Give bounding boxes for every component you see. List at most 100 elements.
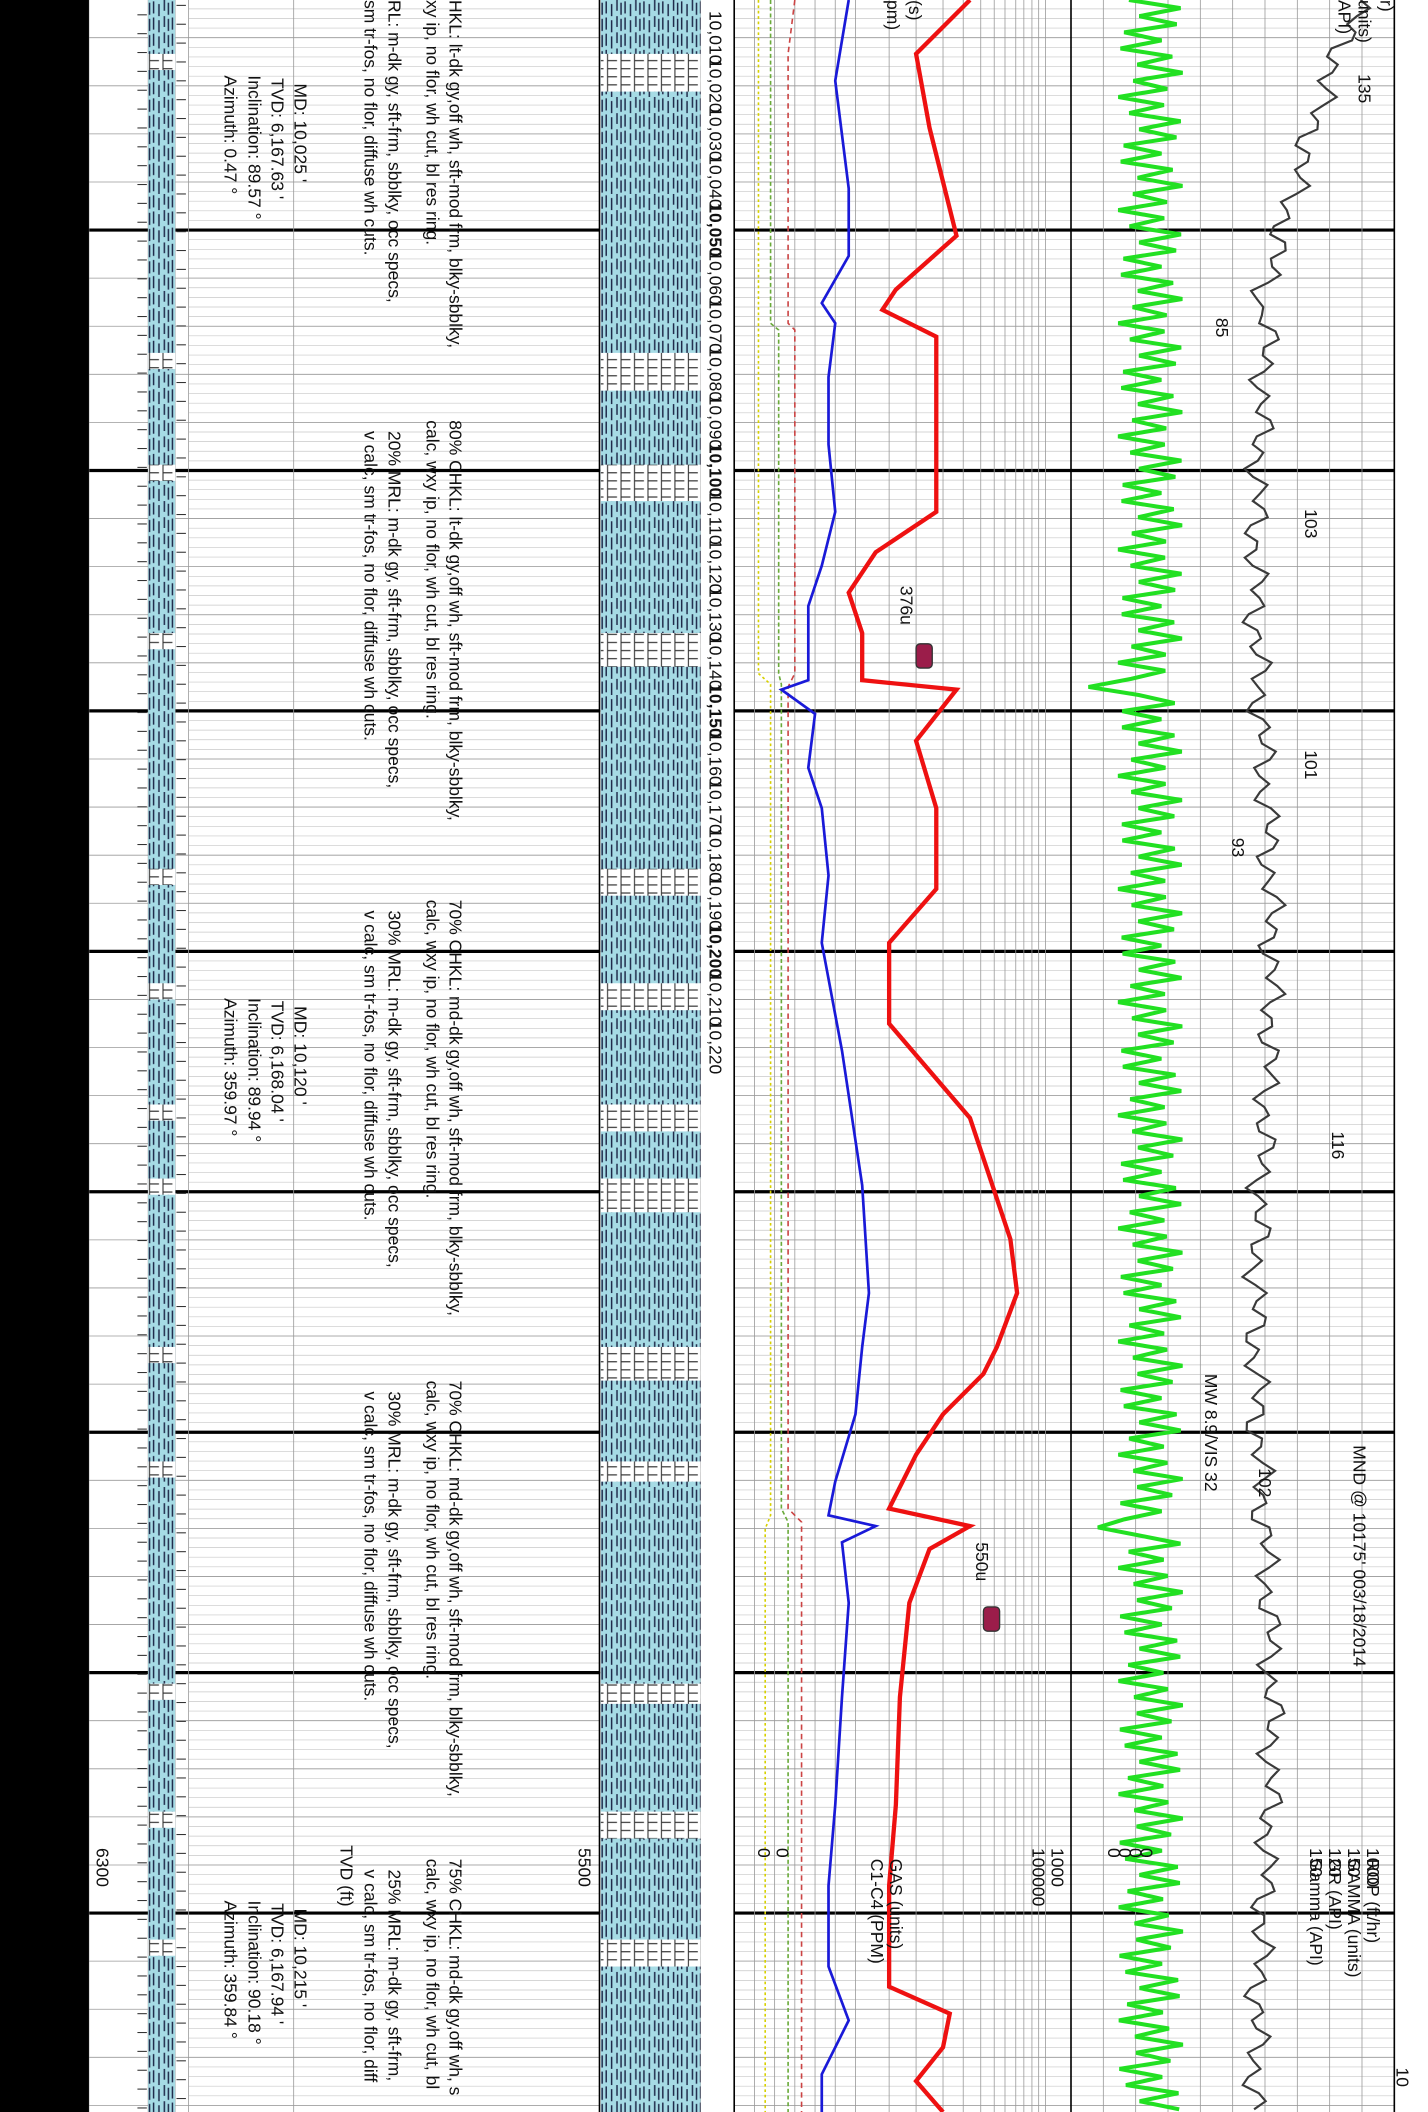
lithology-description: v calc, sm tr-fos, no flor, diffuse wh c… xyxy=(360,1391,380,1701)
ladder-block xyxy=(148,352,176,370)
survey-line: MD: 10,120 ' xyxy=(290,1006,310,1105)
ladder-block xyxy=(148,1811,176,1828)
scale-title: GAMMA (units) xyxy=(1344,1859,1364,1978)
header-fragment: units) xyxy=(1355,0,1375,43)
depth-label: 10,190 xyxy=(705,876,725,930)
depth-label: 10,020 xyxy=(705,59,725,113)
ladder-block xyxy=(148,1683,176,1700)
ladder-block xyxy=(148,868,176,885)
scale-min: 0 xyxy=(1136,1848,1156,1858)
lithology-description: 70% CHKL: md-dk gy,off wh, sft-mod frm, … xyxy=(445,1381,465,1797)
survey-line: TVD: 6,167.63 ' xyxy=(268,78,288,199)
survey-line: Inclination: 89.57 ° xyxy=(245,75,265,219)
scale-max: 1000 xyxy=(1363,1848,1383,1887)
rop-curve xyxy=(1088,0,1184,2112)
lithology-description: calc, wxy ip, no flor, wh cut, bl res ri… xyxy=(422,900,442,1199)
survey-line: Azimuth: 359.84 ° xyxy=(220,1901,240,2039)
lithology-strip xyxy=(148,0,176,2112)
lithology-description: 25% MRL: m-dk gy, sft-frm, xyxy=(385,1870,405,2082)
ladder-block xyxy=(600,1178,701,1213)
ladder-block xyxy=(148,1939,176,1956)
depth-label: 10,010 xyxy=(705,11,725,65)
lithology-description: RL: m-dk gy, sft-frm, sbblky, occ specs, xyxy=(385,0,405,303)
labels: 10,01010,02010,03010,04010,05010,06010,0… xyxy=(92,0,1412,2096)
survey-line: Azimuth: 0.47 ° xyxy=(220,75,240,194)
sample-marker xyxy=(915,643,933,669)
scale-title: C1-C4 (PPM) xyxy=(867,1859,887,1964)
depth-label: 10,090 xyxy=(705,396,725,450)
survey-line: TVD: 6,168.04 ' xyxy=(268,1001,288,1122)
scale-min: 0 xyxy=(1104,1848,1124,1858)
gamma-curve xyxy=(1240,0,1372,2111)
tvd-label: 6300 xyxy=(92,1848,112,1887)
scale-max: 100000 xyxy=(1029,1848,1049,1907)
sample-marker xyxy=(982,1606,1001,1632)
gamma-annotation: 103 xyxy=(1301,509,1321,538)
ladder-block xyxy=(600,1939,701,1967)
gamma-annotation: 102 xyxy=(1255,1468,1275,1497)
mnd-annotation: MND @ 10175' 003/18/2014 xyxy=(1349,1445,1369,1667)
depth-label: 10,050 xyxy=(705,203,725,257)
depth-label: 10,110 xyxy=(705,492,725,544)
lithology-description: calc, wxy ip, no flor, wh cut, bl xyxy=(422,1859,442,2089)
scale-max: 150 xyxy=(1344,1848,1364,1877)
scale-title: GAS (units) xyxy=(886,1859,906,1949)
depth-label: 10,160 xyxy=(705,732,725,786)
scale-min: 0 xyxy=(1126,1848,1146,1858)
scale-min: 0 xyxy=(773,1848,793,1858)
depth-label: 10,180 xyxy=(705,828,725,882)
lithology-description: 80% CHKL: lt-dk gy,off wh, sft-mod frm, … xyxy=(445,420,465,821)
ladder-block xyxy=(148,1104,176,1121)
ladder-block xyxy=(148,1461,176,1478)
depth-label: 10,070 xyxy=(705,299,725,353)
lithology-description: 30% MRL: m-dk gy, sft-frm, sbblky, occ s… xyxy=(385,911,405,1268)
c-curve-3 xyxy=(787,0,803,2112)
gamma-annotation: 10 xyxy=(1392,2068,1412,2088)
lithology-description: sm tr-fos, no flor, diffuse wh cuts. xyxy=(360,0,380,255)
curves xyxy=(757,0,1372,2112)
depth-label: 10,140 xyxy=(705,636,725,690)
ladder-block xyxy=(148,464,176,481)
ladder-block xyxy=(600,1461,701,1482)
depth-label: 10,220 xyxy=(705,1021,725,1075)
ladder-block xyxy=(148,633,176,650)
ladder-block xyxy=(600,1104,701,1132)
depth-label: 10,170 xyxy=(705,780,725,834)
lithology-description: v calc, sm tr-fos, no flor, diffuse wh c… xyxy=(360,911,380,1221)
ladder-block xyxy=(600,633,701,667)
survey-line: TVD: 6,167.94 ' xyxy=(268,1903,288,2024)
ladder-block xyxy=(148,1178,176,1195)
scale-title: ROP (ft/hr) xyxy=(1363,1859,1383,1943)
ladder-block xyxy=(600,983,701,1011)
blue-curve xyxy=(778,0,880,2112)
ladder-block xyxy=(600,53,701,92)
lithology-description: HKL: lt-dk gy,off wh, sft-mod frm, blky-… xyxy=(445,0,465,348)
lithology-description: calc, wxy ip, no flor, wh cut, bl res ri… xyxy=(422,1381,442,1680)
ladder-block xyxy=(600,1683,701,1704)
ladder-block xyxy=(600,868,701,896)
lithology-description: v calc, sm tr-fos, no flor, diff xyxy=(360,1870,380,2083)
scale-max: 1000 xyxy=(1048,1848,1068,1887)
scale-title: GR (API) xyxy=(1325,1859,1345,1930)
tvd-label: 5500 xyxy=(575,1848,595,1887)
lithology-description: 75% CHKL: md-dk gy,off wh, s xyxy=(445,1859,465,2096)
black-band xyxy=(0,0,89,2112)
gamma-annotation: 135 xyxy=(1355,74,1375,103)
depth-label: 10,120 xyxy=(705,540,725,594)
lithology-description: 20% MRL: m-dk gy, sft-frm, sbblky, occ s… xyxy=(385,431,405,788)
survey-line: Inclination: 89.94 ° xyxy=(245,998,265,1142)
depth-label: 10,100 xyxy=(705,444,725,498)
c-curve-1 xyxy=(757,0,772,2112)
survey-line: MD: 10,025 ' xyxy=(290,84,310,183)
ladder-block xyxy=(600,464,701,502)
lithology-blocks xyxy=(148,53,701,1967)
gamma-annotation: 93 xyxy=(1228,838,1248,857)
ladder-block xyxy=(600,352,701,391)
ladder-block xyxy=(600,1811,701,1839)
lithology-column xyxy=(600,0,701,2112)
depth-label: 10,040 xyxy=(705,155,725,209)
depth-label: 10,130 xyxy=(705,588,725,642)
lithology-description: v calc, sm tr-fos, no flor, diffuse wh c… xyxy=(360,431,380,741)
